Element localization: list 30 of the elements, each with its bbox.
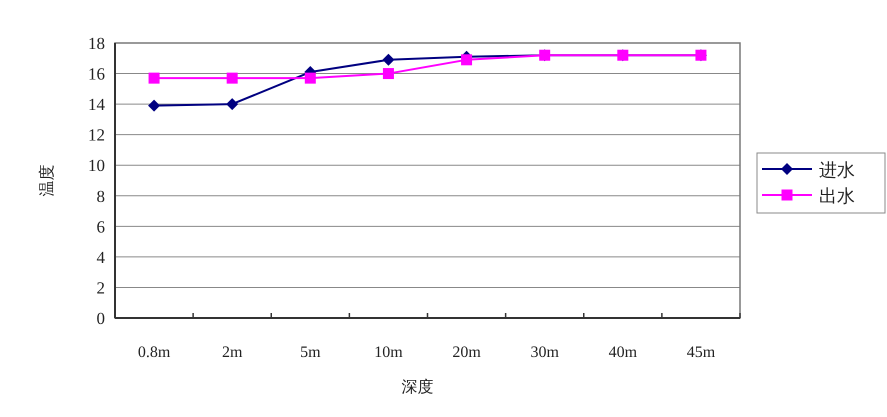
y-tick-label: 0 bbox=[96, 309, 105, 328]
legend-label: 出水 bbox=[819, 186, 855, 206]
y-tick-label: 6 bbox=[96, 217, 105, 236]
y-tick-label: 14 bbox=[88, 95, 106, 114]
y-tick-label: 10 bbox=[88, 156, 105, 176]
point bbox=[304, 72, 316, 84]
x-tick-label: 5m bbox=[300, 344, 322, 361]
x-tick-label: 10m bbox=[374, 344, 404, 361]
x-tick-label: 0.8m bbox=[138, 344, 171, 361]
y-tick-label: 12 bbox=[88, 126, 105, 145]
x-tick-label: 20m bbox=[452, 344, 482, 361]
point bbox=[148, 72, 160, 84]
legend-label: 进水 bbox=[819, 160, 855, 180]
y-tick-label: 4 bbox=[96, 248, 106, 267]
x-tick-label: 40m bbox=[608, 344, 638, 361]
x-tick-label: 2m bbox=[222, 344, 243, 361]
point bbox=[226, 72, 238, 84]
point bbox=[226, 98, 238, 110]
point bbox=[461, 54, 472, 66]
y-axis-title: 温度 bbox=[38, 164, 56, 196]
point bbox=[382, 68, 394, 80]
y-tick-label: 2 bbox=[96, 278, 105, 298]
y-tick-label: 8 bbox=[96, 186, 105, 206]
y-tick-label: 16 bbox=[88, 64, 105, 84]
point bbox=[382, 54, 394, 66]
x-tick-label: 30m bbox=[530, 344, 560, 361]
x-axis-title: 深度 bbox=[402, 378, 434, 396]
y-tick-label: 18 bbox=[88, 34, 105, 53]
point bbox=[148, 100, 160, 112]
x-tick-label: 45m bbox=[686, 344, 716, 361]
